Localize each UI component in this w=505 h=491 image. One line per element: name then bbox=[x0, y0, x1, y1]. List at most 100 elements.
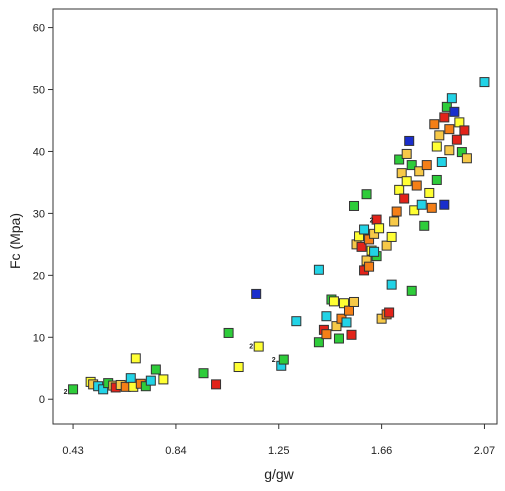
data-point bbox=[386, 231, 397, 242]
data-point bbox=[125, 373, 136, 384]
y-tick-label: 30 bbox=[33, 208, 45, 220]
y-tick-label: 60 bbox=[33, 23, 45, 35]
data-point bbox=[411, 180, 422, 191]
data-point bbox=[381, 240, 392, 251]
x-tick-label: 0.84 bbox=[165, 445, 186, 457]
data-point bbox=[211, 379, 222, 390]
data-point bbox=[313, 264, 324, 275]
data-point bbox=[399, 193, 410, 204]
data-point bbox=[384, 307, 395, 318]
data-point bbox=[313, 337, 324, 348]
data-point bbox=[130, 353, 141, 364]
data-point bbox=[356, 241, 367, 252]
data-point bbox=[394, 184, 405, 195]
data-point bbox=[431, 174, 442, 185]
data-point bbox=[198, 368, 209, 379]
data-point bbox=[409, 205, 420, 216]
data-point bbox=[140, 381, 151, 392]
data-point bbox=[436, 156, 447, 167]
point-count-label: 2 bbox=[64, 389, 68, 396]
data-point bbox=[444, 145, 455, 156]
data-point bbox=[434, 130, 445, 141]
data-points bbox=[68, 77, 490, 395]
data-point bbox=[451, 134, 462, 145]
data-point bbox=[354, 231, 365, 242]
data-point bbox=[333, 333, 344, 344]
data-point bbox=[386, 279, 397, 290]
point-annotations: 2 2 2 2 bbox=[64, 218, 374, 397]
data-point bbox=[401, 148, 412, 159]
data-point bbox=[401, 176, 412, 187]
data-point bbox=[369, 246, 380, 257]
y-tick-label: 40 bbox=[33, 146, 45, 158]
data-point bbox=[331, 321, 342, 332]
data-point bbox=[344, 305, 354, 316]
data-point bbox=[389, 216, 400, 227]
data-point bbox=[449, 106, 460, 117]
y-axis-title: Fc (Mpa) bbox=[7, 213, 23, 269]
axis-ticks: 0.43 0.84 1.25 1.66 2.07 0 10 20 30 40 50 60 bbox=[33, 23, 495, 457]
data-point bbox=[461, 153, 472, 164]
data-point bbox=[414, 166, 425, 177]
data-point bbox=[253, 341, 264, 352]
data-point bbox=[145, 375, 156, 386]
x-axis-title: g/gw bbox=[264, 466, 294, 482]
data-point bbox=[459, 125, 470, 136]
data-point bbox=[150, 364, 161, 375]
data-point bbox=[429, 119, 440, 130]
data-point bbox=[369, 228, 380, 239]
data-point bbox=[341, 317, 352, 328]
data-point bbox=[338, 298, 349, 309]
data-point bbox=[346, 329, 357, 340]
data-point bbox=[426, 202, 437, 213]
data-point bbox=[374, 223, 385, 234]
y-tick-label: 20 bbox=[33, 270, 45, 282]
y-tick-label: 0 bbox=[39, 394, 45, 406]
data-point bbox=[431, 141, 442, 152]
data-point bbox=[406, 160, 417, 171]
data-point bbox=[421, 160, 432, 171]
x-tick-label: 0.43 bbox=[62, 445, 83, 457]
data-point bbox=[416, 199, 427, 210]
data-point bbox=[251, 288, 262, 299]
data-point bbox=[364, 234, 375, 245]
data-point bbox=[424, 187, 435, 198]
y-tick-label: 10 bbox=[33, 332, 45, 344]
data-point bbox=[361, 189, 372, 200]
data-point bbox=[291, 316, 302, 327]
data-point bbox=[321, 311, 332, 322]
data-point bbox=[419, 220, 430, 231]
x-tick-label: 2.07 bbox=[474, 445, 495, 457]
data-point bbox=[406, 285, 417, 296]
data-point bbox=[349, 200, 360, 211]
plot-border bbox=[52, 8, 498, 425]
data-point bbox=[364, 261, 375, 272]
data-point bbox=[349, 296, 360, 307]
data-point bbox=[321, 329, 332, 340]
data-point bbox=[444, 124, 455, 135]
data-point bbox=[456, 147, 467, 158]
data-point bbox=[158, 374, 169, 385]
point-count-label: 2 bbox=[370, 218, 374, 225]
data-point bbox=[223, 327, 234, 338]
data-point bbox=[68, 384, 79, 395]
plot-frame bbox=[52, 8, 498, 425]
x-tick-label: 1.25 bbox=[268, 445, 289, 457]
data-point bbox=[446, 93, 457, 104]
point-count-label: 2 bbox=[272, 357, 276, 364]
x-tick-label: 1.66 bbox=[371, 445, 392, 457]
point-count-label: 2 bbox=[249, 343, 253, 350]
data-point bbox=[404, 135, 415, 146]
data-point bbox=[233, 362, 244, 373]
data-point bbox=[278, 354, 289, 365]
y-tick-label: 50 bbox=[33, 85, 45, 97]
data-point bbox=[479, 77, 490, 88]
data-point bbox=[394, 154, 405, 165]
data-point bbox=[98, 384, 109, 395]
data-point bbox=[391, 206, 402, 217]
data-point bbox=[396, 168, 407, 179]
data-point bbox=[454, 117, 465, 128]
data-point bbox=[328, 296, 339, 307]
